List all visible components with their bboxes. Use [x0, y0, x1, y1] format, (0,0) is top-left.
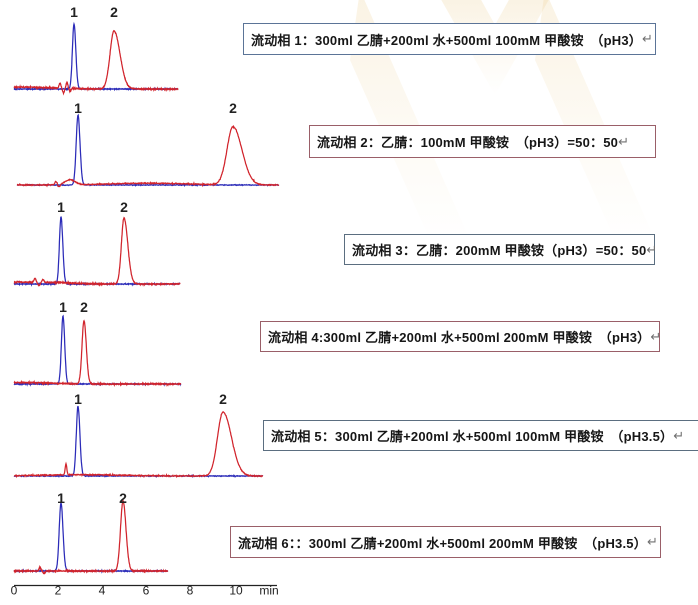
- svg-text:6: 6: [143, 584, 150, 598]
- svg-text:8: 8: [187, 584, 194, 598]
- svg-text:0: 0: [11, 584, 18, 598]
- svg-text:2: 2: [55, 584, 62, 598]
- svg-text:4: 4: [99, 584, 106, 598]
- svg-text:min: min: [259, 584, 278, 598]
- svg-text:10: 10: [229, 584, 243, 598]
